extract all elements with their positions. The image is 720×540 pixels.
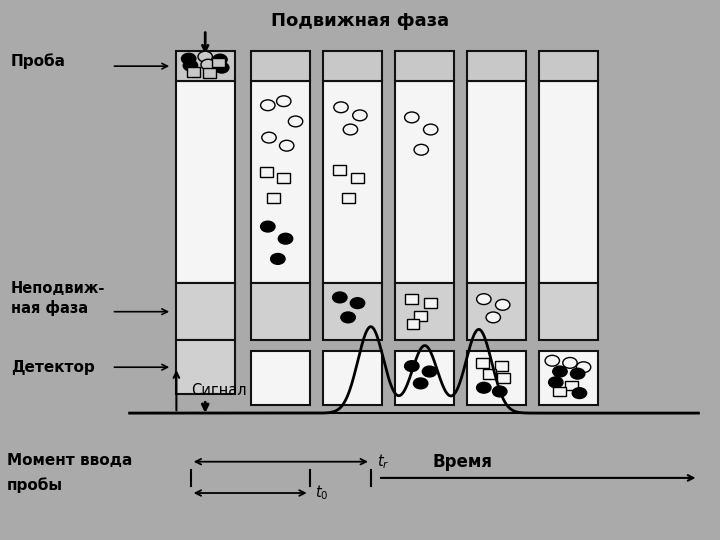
Circle shape [570,368,585,379]
Circle shape [276,96,291,106]
Bar [539,351,598,405]
Bar [467,283,526,340]
Circle shape [477,294,491,305]
Bar [323,283,382,340]
Bar [539,51,598,81]
Circle shape [492,386,507,397]
Bar [323,81,382,283]
Circle shape [334,102,348,113]
Circle shape [572,388,587,399]
Circle shape [405,361,419,372]
Circle shape [423,124,438,135]
Bar [333,165,346,175]
Bar [495,361,508,371]
Text: пробы: пробы [7,477,63,492]
Circle shape [215,62,229,73]
Bar [323,51,382,81]
Bar [407,319,420,329]
Circle shape [414,144,428,155]
Text: Неподвиж-
ная фаза: Неподвиж- ная фаза [11,281,105,316]
Circle shape [279,233,293,244]
Circle shape [288,116,302,127]
Bar [498,373,510,383]
Bar [176,283,235,340]
Circle shape [553,366,567,377]
Text: $t_0$: $t_0$ [315,484,329,502]
Bar [395,81,454,283]
Bar [554,387,567,396]
Bar [475,358,488,368]
Bar [187,68,200,77]
Bar [204,68,217,78]
Bar [424,298,437,308]
Bar [260,167,273,177]
Bar [251,51,310,81]
Text: Подвижная фаза: Подвижная фаза [271,12,449,30]
Bar [413,312,426,321]
Circle shape [213,54,228,65]
Bar [251,81,310,283]
Text: Сигнал: Сигнал [191,383,246,397]
Circle shape [262,132,276,143]
Bar [395,351,454,405]
Bar [277,173,290,183]
Bar [251,351,310,405]
Circle shape [201,59,215,70]
Circle shape [271,253,285,264]
Bar [467,351,526,405]
Text: Время: Время [432,453,492,471]
Circle shape [413,378,428,389]
Circle shape [405,112,419,123]
Circle shape [341,312,355,323]
Circle shape [343,124,358,135]
Bar [467,51,526,81]
Bar [176,51,235,81]
Bar [405,294,418,304]
Bar [395,51,454,81]
Bar [176,340,235,394]
Bar [565,381,578,390]
Text: Детектор: Детектор [11,360,94,375]
Circle shape [261,221,275,232]
Circle shape [563,357,577,368]
Circle shape [576,362,590,373]
Circle shape [261,100,275,111]
Circle shape [279,140,294,151]
Bar [176,81,235,283]
Circle shape [353,110,367,121]
Bar [395,283,454,340]
Bar [323,351,382,405]
Text: Проба: Проба [11,53,66,69]
Circle shape [545,355,559,366]
Circle shape [486,312,500,323]
Circle shape [495,300,510,310]
Text: Момент ввода: Момент ввода [7,453,132,468]
Circle shape [181,53,196,64]
Bar [539,81,598,283]
Circle shape [198,51,212,62]
Bar [483,369,496,379]
Bar [539,283,598,340]
Circle shape [423,366,437,377]
Bar [251,283,310,340]
Circle shape [183,60,197,71]
Circle shape [351,298,365,308]
Circle shape [477,382,491,393]
Bar [341,193,354,203]
Bar [267,193,280,203]
Bar [467,81,526,283]
Bar [351,173,364,183]
Bar [212,58,225,68]
Circle shape [333,292,347,303]
Circle shape [549,377,563,388]
Text: $t_r$: $t_r$ [377,453,389,471]
